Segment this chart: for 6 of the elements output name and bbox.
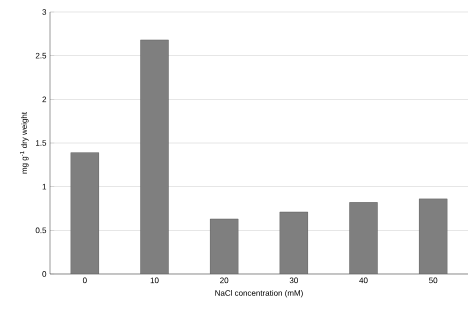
- bar: [140, 40, 169, 274]
- bar: [418, 198, 448, 274]
- bar: [280, 212, 308, 274]
- bar: [349, 202, 378, 274]
- bar: [210, 218, 238, 274]
- bar: [70, 152, 100, 274]
